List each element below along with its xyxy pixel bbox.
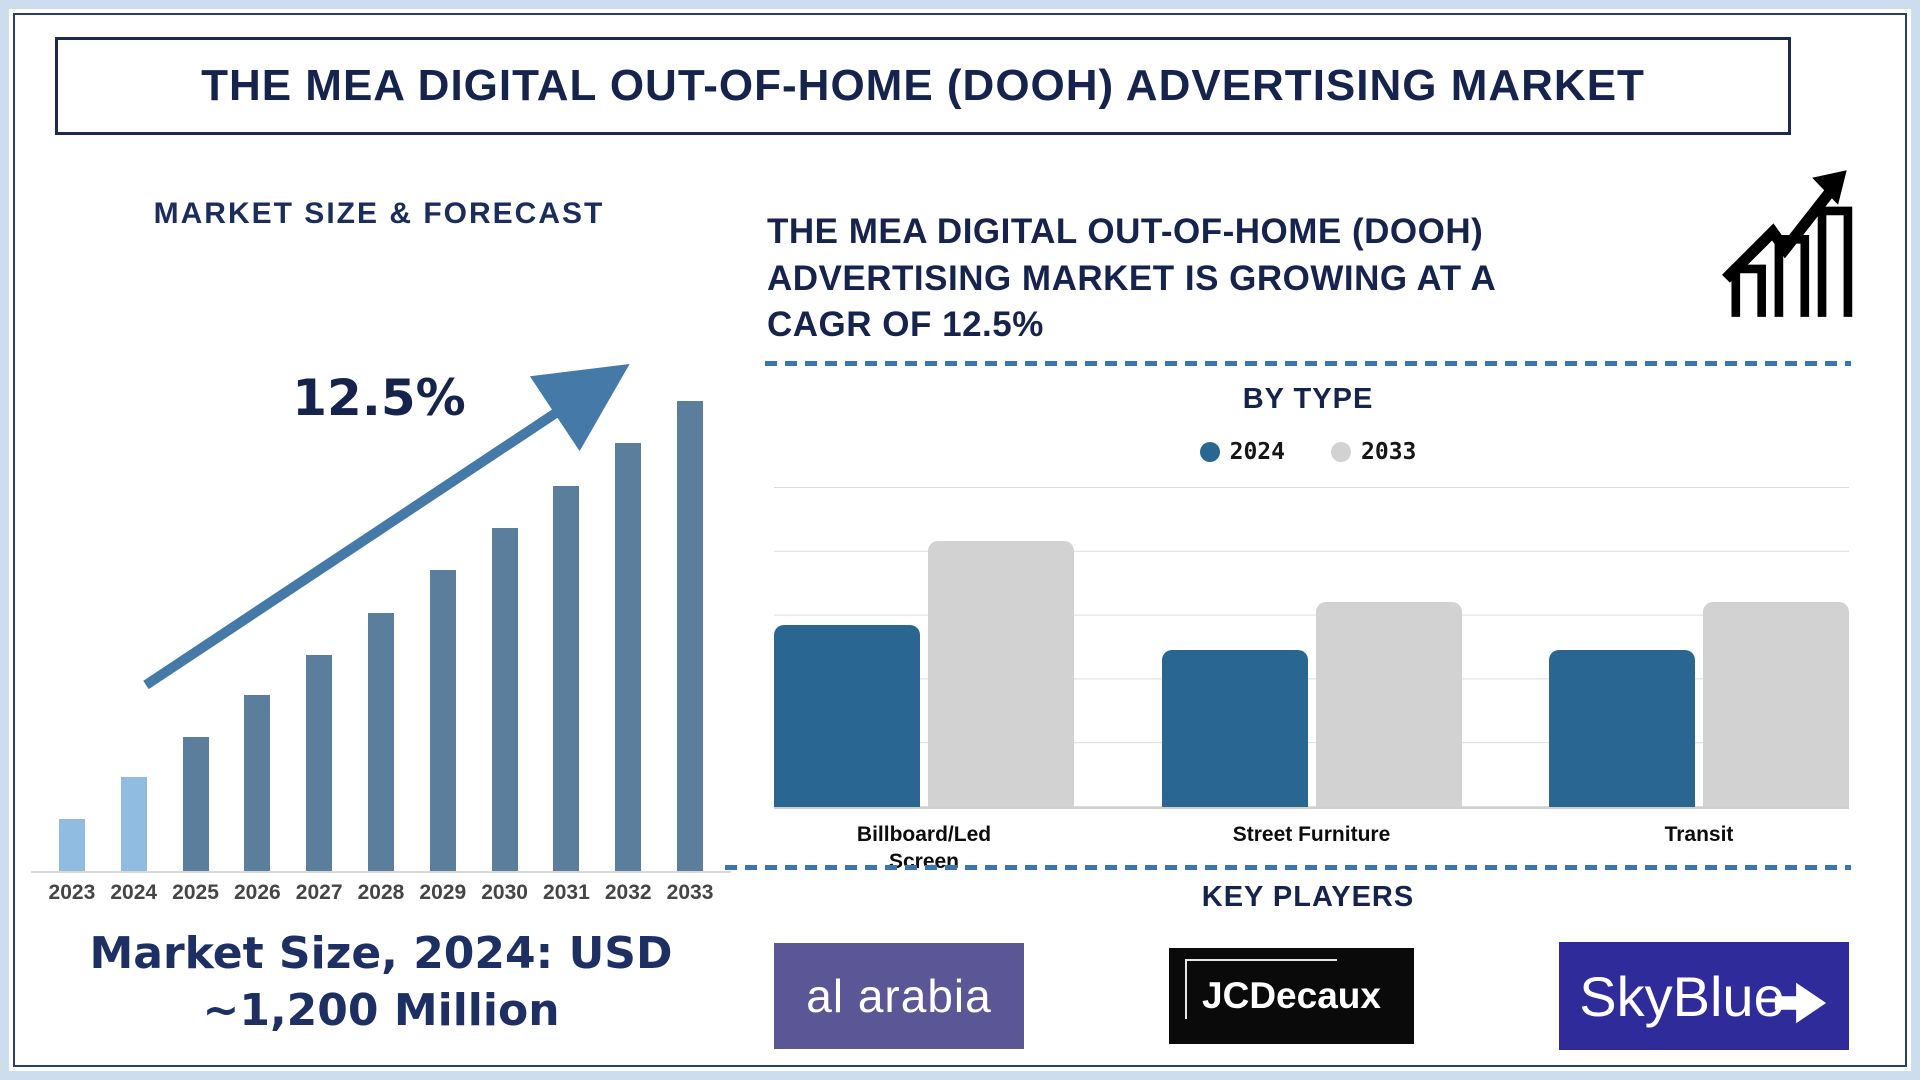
cagr-annotation: 12.5% (292, 369, 466, 427)
skyblue-arrow-icon (1774, 982, 1826, 1024)
forecast-bar-cell-2028 (350, 401, 412, 871)
by-type-label-3: Transit (1549, 821, 1849, 876)
forecast-bar-2025 (182, 737, 209, 871)
forecast-axis-baseline (31, 871, 731, 873)
forecast-bar-cell-2024 (103, 401, 165, 871)
key-players-title: KEY PLAYERS (1201, 881, 1415, 913)
market-size-caption: Market Size, 2024: USD ~1,200 Million (89, 928, 673, 1037)
forecast-bar-cell-2027 (288, 401, 350, 871)
forecast-bar-cell-2032 (597, 401, 659, 871)
market-size-forecast-chart (41, 401, 721, 871)
year-tick-2033: 2033 (666, 881, 714, 904)
forecast-bar-2033 (677, 401, 704, 871)
forecast-bar-cell-2026 (226, 401, 288, 871)
year-tick-2024: 2024 (110, 881, 158, 904)
forecast-bar-2023 (58, 819, 85, 871)
year-tick-2023: 2023 (48, 881, 96, 904)
growth-chart-icon (1722, 170, 1853, 317)
forecast-bar-cell-2029 (412, 401, 474, 871)
legend-dot-2024 (1199, 442, 1220, 462)
forecast-bar-cell-2025 (165, 401, 227, 871)
legend-dot-2033 (1331, 442, 1351, 462)
separator-dashed-top (765, 361, 1851, 366)
logo-skyblue-text: SkyBlue (1579, 964, 1785, 1028)
growth-headline-line-3: CAGR OF 12.5% (767, 305, 1044, 345)
growth-headline: THE MEA DIGITAL OUT-OF-HOME (DOOH) ADVER… (767, 209, 1727, 349)
forecast-bar-cell-2030 (474, 401, 536, 871)
title-banner: THE MEA DIGITAL OUT-OF-HOME (DOOH) ADVER… (55, 37, 1791, 135)
forecast-bar-cell-2023 (41, 401, 103, 871)
by-type-bar-2024-1 (774, 624, 920, 807)
legend-label-2033: 2033 (1361, 439, 1417, 465)
year-tick-2031: 2031 (543, 881, 590, 904)
legend-label-2024: 2024 (1229, 439, 1285, 465)
year-tick-2027: 2027 (295, 881, 343, 904)
by-type-group-3 (1549, 487, 1849, 807)
by-type-title: BY TYPE (1242, 383, 1374, 415)
growth-headline-line-2: ADVERTISING MARKET IS GROWING AT A (767, 258, 1497, 298)
logo-skyblue: SkyBlue (1559, 942, 1849, 1050)
market-size-heading: MARKET SIZE & FORECAST (153, 197, 605, 230)
legend-item-2033: 2033 (1331, 439, 1416, 465)
forecast-bar-2029 (429, 570, 456, 871)
by-type-group-2 (1161, 487, 1462, 807)
forecast-bar-2032 (615, 443, 642, 871)
by-type-legend: 2024 2033 (765, 439, 1851, 465)
forecast-bar-2024 (120, 777, 147, 871)
forecast-bar-cell-2033 (659, 401, 721, 871)
logo-al-arabia: al arabia (774, 943, 1024, 1049)
year-tick-2030: 2030 (481, 881, 528, 904)
year-tick-2032: 2032 (604, 881, 652, 904)
forecast-year-axis: 2023 2024 2025 2026 2027 2028 2029 2030 2031 2032… (41, 881, 721, 905)
by-type-bar-2024-2 (1161, 650, 1308, 807)
year-tick-2025: 2025 (172, 881, 219, 904)
by-type-bar-2033-3 (1703, 602, 1849, 807)
forecast-bar-2026 (244, 694, 271, 871)
forecast-bar-2030 (491, 527, 518, 871)
by-type-label-text: Street Furniture (1232, 823, 1391, 846)
page-title: THE MEA DIGITAL OUT-OF-HOME (DOOH) ADVER… (201, 61, 1645, 110)
logo-al-arabia-text: al arabia (806, 970, 992, 1022)
forecast-bar-2031 (553, 485, 580, 871)
year-tick-2026: 2026 (233, 881, 281, 904)
year-tick-2028: 2028 (357, 881, 405, 904)
forecast-bar-2028 (367, 612, 394, 871)
by-type-bar-2033-1 (928, 541, 1074, 807)
logo-jcdecaux: JCDecaux (1169, 948, 1414, 1044)
jcdecaux-corner-bracket (1185, 959, 1337, 1019)
forecast-bar-cell-2031 (536, 401, 598, 871)
by-type-group-1 (774, 487, 1074, 807)
by-type-label-2: Street Furniture (1162, 821, 1462, 876)
key-players-logos: al arabia JCDecaux SkyBlue (774, 931, 1849, 1061)
year-tick-2029: 2029 (419, 881, 467, 904)
by-type-bar-2024-3 (1549, 650, 1695, 807)
legend-item-2024: 2024 (1199, 439, 1285, 465)
growth-headline-line-1: THE MEA DIGITAL OUT-OF-HOME (DOOH) (767, 212, 1484, 251)
forecast-bar-2027 (306, 654, 333, 871)
by-type-bar-2033-2 (1315, 602, 1462, 807)
by-type-chart (774, 487, 1849, 809)
separator-dashed-bottom (725, 865, 1851, 870)
by-type-label-text: Transit (1664, 823, 1734, 846)
logo-jcdecaux-text: JCDecaux (1202, 975, 1381, 1016)
by-type-category-labels: Billboard/Led Screen Street Furniture Tran… (774, 821, 1849, 876)
